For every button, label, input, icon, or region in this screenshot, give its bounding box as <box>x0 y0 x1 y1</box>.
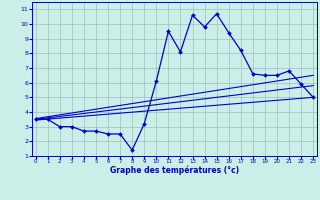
X-axis label: Graphe des températures (°c): Graphe des températures (°c) <box>110 166 239 175</box>
